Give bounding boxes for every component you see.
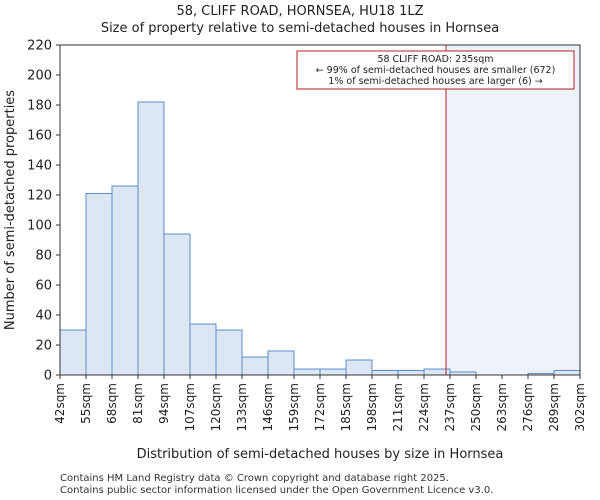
bar xyxy=(215,329,243,376)
bar xyxy=(319,368,347,376)
bar xyxy=(267,350,295,376)
x-tick-label: 198sqm xyxy=(365,383,379,431)
x-tick-label: 289sqm xyxy=(547,383,561,431)
x-tick-label: 42sqm xyxy=(53,383,67,424)
bar xyxy=(59,329,87,376)
bar xyxy=(241,356,269,376)
y-tick-label: 100 xyxy=(27,219,52,234)
y-tick-label: 160 xyxy=(27,129,52,144)
footer-licence: Contains public sector information licen… xyxy=(60,485,494,496)
bar xyxy=(371,370,399,376)
bar xyxy=(85,193,113,376)
x-tick-label: 120sqm xyxy=(209,383,223,431)
highlight-region xyxy=(446,45,580,375)
x-tick-label: 263sqm xyxy=(495,383,509,431)
y-tick-label: 0 xyxy=(44,369,52,384)
bar xyxy=(293,368,321,376)
annotation-smaller: ← 99% of semi-detached houses are smalle… xyxy=(316,65,556,76)
y-tick-label: 80 xyxy=(35,249,52,264)
bar xyxy=(111,185,139,376)
annotation-box xyxy=(296,50,575,90)
x-tick-label: 68sqm xyxy=(105,383,119,424)
x-tick-label: 237sqm xyxy=(443,383,457,431)
histogram-chart: 0 20 40 60 80 100 120 140 160 180 200 220 42sqm 55sqm… xyxy=(3,39,587,463)
bar xyxy=(345,359,373,376)
y-tick-label: 200 xyxy=(27,69,52,84)
x-tick-label: 224sqm xyxy=(417,383,431,431)
bar xyxy=(163,233,191,376)
chart-title: 58, CLIFF ROAD, HORNSEA, HU18 1LZ xyxy=(176,4,424,19)
x-tick-label: 146sqm xyxy=(261,383,275,431)
y-tick-label: 180 xyxy=(27,99,52,114)
y-tick-label: 60 xyxy=(35,279,52,294)
chart-subtitle: Size of property relative to semi-detach… xyxy=(100,21,500,36)
footer-copyright: Contains HM Land Registry data © Crown c… xyxy=(60,473,449,484)
y-tick-label: 220 xyxy=(27,39,52,54)
y-tick-label: 120 xyxy=(27,189,52,204)
y-tick-label: 140 xyxy=(27,159,52,174)
x-tick-label: 55sqm xyxy=(79,383,93,424)
x-tick-label: 94sqm xyxy=(157,383,171,424)
y-tick-label: 40 xyxy=(35,309,52,324)
y-tick-label: 20 xyxy=(35,339,52,354)
annotation-title: 58 CLIFF ROAD: 235sqm xyxy=(377,54,493,65)
bar xyxy=(553,370,581,376)
bar xyxy=(397,370,425,376)
x-tick-label: 211sqm xyxy=(391,383,405,431)
x-tick-label: 302sqm xyxy=(573,383,587,431)
bar xyxy=(189,323,217,376)
x-axis-label: Distribution of semi-detached houses by … xyxy=(137,447,504,462)
x-tick-label: 185sqm xyxy=(339,383,353,431)
x-tick-label: 133sqm xyxy=(235,383,249,431)
x-tick-label: 107sqm xyxy=(183,383,197,431)
x-tick-label: 81sqm xyxy=(131,383,145,424)
x-tick-label: 250sqm xyxy=(469,383,483,431)
y-axis-label: Number of semi-detached properties xyxy=(3,90,18,330)
x-tick-label: 172sqm xyxy=(313,383,327,431)
x-tick-label: 159sqm xyxy=(287,383,301,431)
annotation-larger: 1% of semi-detached houses are larger (6… xyxy=(328,76,542,87)
bar xyxy=(137,101,165,376)
x-tick-label: 276sqm xyxy=(521,383,535,431)
